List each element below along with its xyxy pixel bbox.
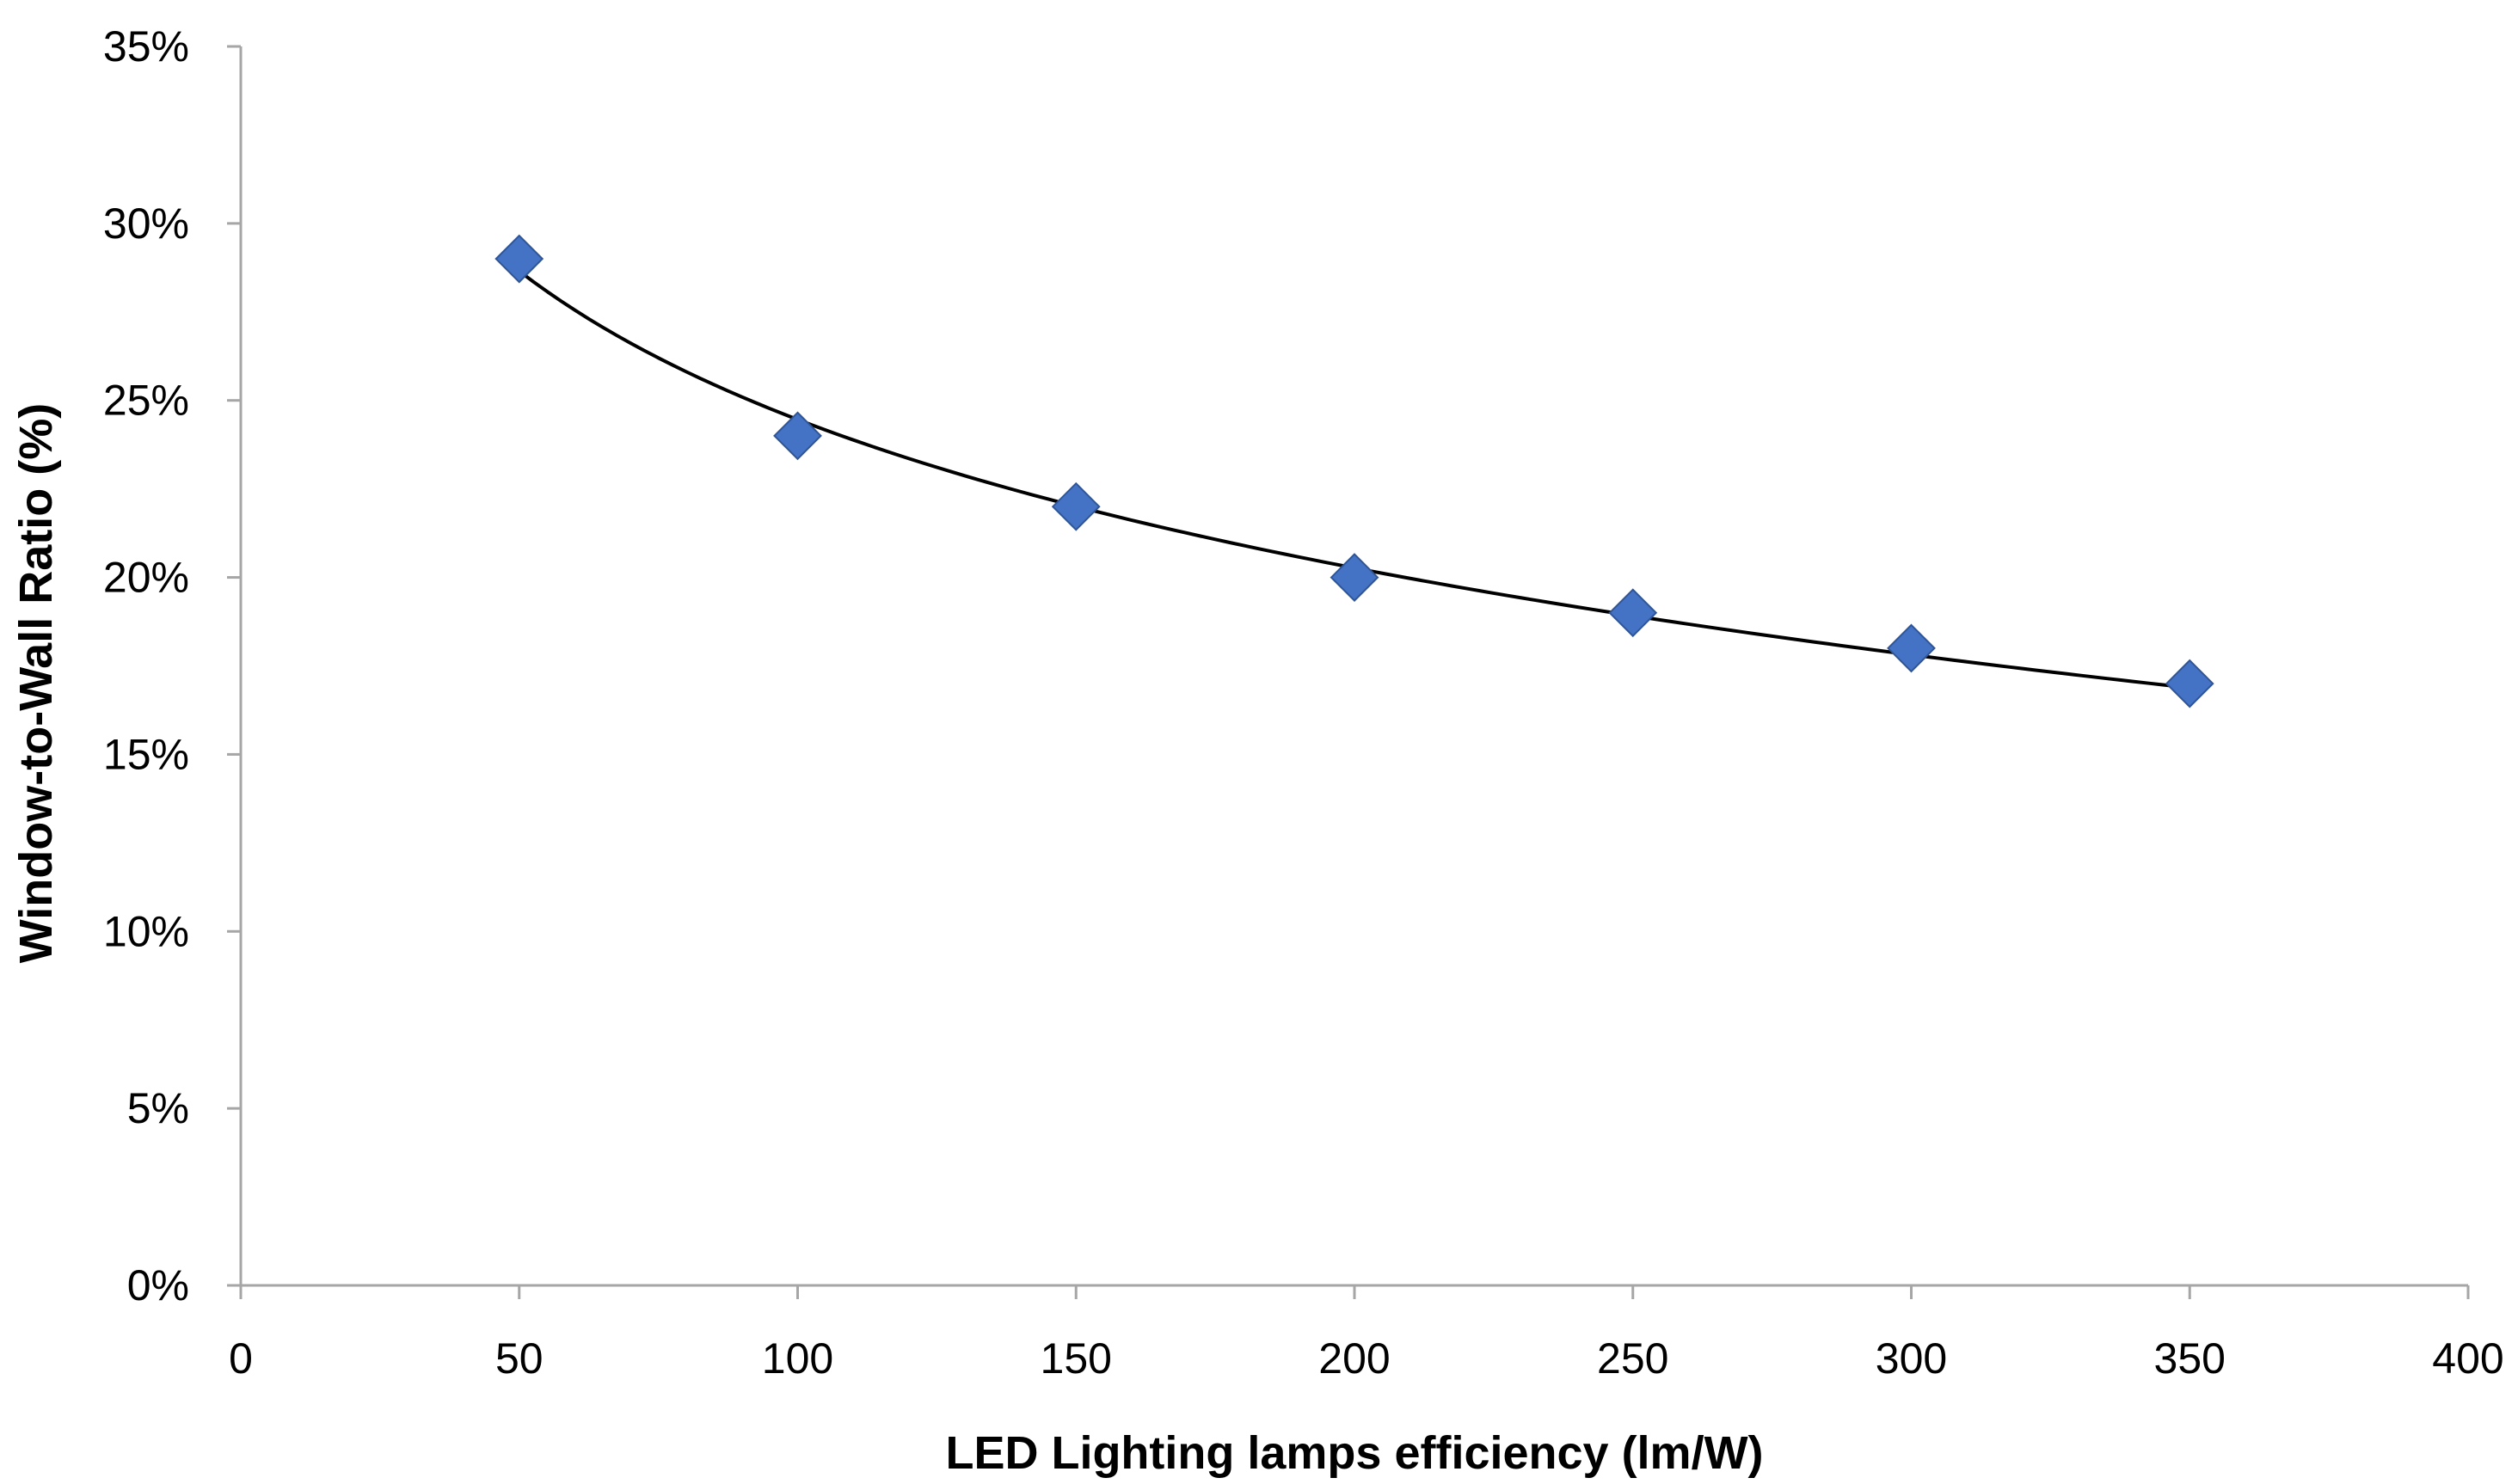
x-tick-label: 400 bbox=[2432, 1334, 2503, 1383]
y-tick-label: 30% bbox=[103, 199, 189, 248]
data-point bbox=[1330, 553, 1379, 602]
y-tick-label: 25% bbox=[103, 377, 189, 425]
trendline-group bbox=[518, 269, 2190, 690]
data-points bbox=[494, 234, 2214, 708]
trendline bbox=[518, 269, 2190, 690]
data-point bbox=[2165, 659, 2214, 708]
data-point bbox=[773, 411, 822, 461]
x-tick-label: 300 bbox=[1876, 1334, 1947, 1383]
tick-labels: 0% 5% 10% 15% 20% 25% 30% 35% 0 50 100 150 200 250 300… bbox=[103, 22, 2504, 1383]
x-tick-label: 50 bbox=[495, 1334, 544, 1383]
data-point bbox=[1608, 588, 1658, 638]
y-tick-label: 35% bbox=[103, 22, 189, 71]
x-tick-label: 150 bbox=[1041, 1334, 1112, 1383]
axes bbox=[227, 45, 2470, 1299]
data-point bbox=[1887, 623, 1936, 673]
y-tick-label: 10% bbox=[103, 907, 189, 955]
data-point bbox=[494, 234, 544, 284]
y-tick-label: 5% bbox=[127, 1084, 189, 1132]
x-axis-title: LED Lighting lamps efficiency (lm/W) bbox=[945, 1427, 1763, 1479]
y-tick-label: 20% bbox=[103, 554, 189, 602]
y-tick-label: 0% bbox=[127, 1261, 189, 1309]
x-tick-label: 100 bbox=[762, 1334, 833, 1383]
x-tick-label: 200 bbox=[1318, 1334, 1390, 1383]
data-point bbox=[1051, 481, 1101, 531]
x-tick-label: 350 bbox=[2154, 1334, 2226, 1383]
y-axis-title: Window-to-Wall Ratio (%) bbox=[10, 403, 62, 963]
y-tick-label: 15% bbox=[103, 730, 189, 778]
x-tick-label: 250 bbox=[1597, 1334, 1668, 1383]
x-tick-label: 0 bbox=[229, 1334, 253, 1383]
